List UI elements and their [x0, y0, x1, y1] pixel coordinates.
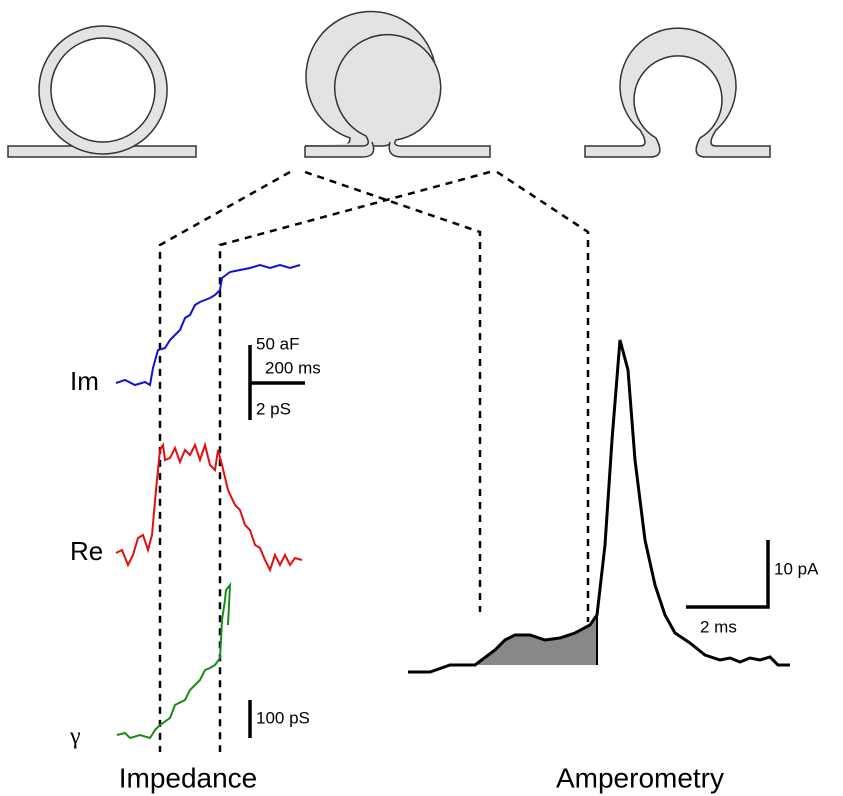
guide-line — [304, 170, 482, 612]
guide-line — [218, 170, 491, 752]
scale-bar — [686, 540, 770, 609]
vesicle — [38, 25, 168, 155]
scale-label: 50 aF — [256, 334, 299, 353]
scale-label: 100 pS — [256, 708, 310, 727]
amperometry-trace — [408, 339, 790, 674]
guide-line — [158, 170, 291, 752]
guides — [158, 170, 590, 752]
scale-label: 10 pA — [774, 559, 819, 578]
foot-signal — [475, 615, 597, 665]
scale-label: 2 pS — [256, 399, 291, 418]
re-trace — [115, 441, 303, 573]
scale-bar — [248, 345, 305, 420]
panel-title: Impedance — [119, 762, 258, 793]
trace-label: Im — [70, 366, 99, 396]
scale-label: 200 ms — [265, 358, 321, 377]
trace-label: Re — [70, 536, 103, 566]
im-trace — [115, 263, 301, 387]
scale-label: 2 ms — [700, 617, 737, 636]
panel-title: Amperometry — [556, 762, 724, 793]
fusion-pore — [304, 33, 491, 158]
trace-label: γ — [69, 724, 81, 750]
vesicle-shapes — [7, 10, 771, 158]
gamma-trace — [116, 581, 232, 740]
omega — [584, 27, 771, 158]
guide-line — [496, 170, 590, 622]
